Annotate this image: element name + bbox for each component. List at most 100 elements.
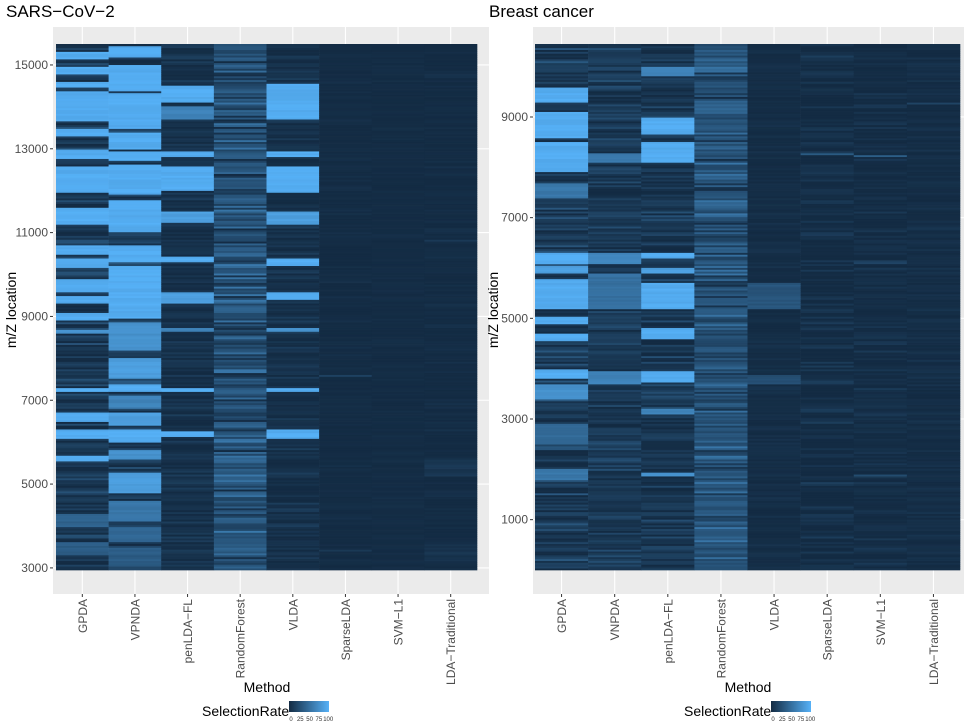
heatmap-cell — [424, 188, 478, 191]
heatmap-cell — [906, 564, 961, 567]
heatmap-cell — [641, 361, 695, 364]
heatmap-cell — [213, 201, 267, 205]
heatmap-cell — [424, 261, 478, 265]
heatmap-cell — [108, 55, 162, 58]
heatmap-cell — [800, 119, 855, 122]
heatmap-cell — [266, 554, 320, 558]
heatmap-cell — [800, 327, 855, 330]
heatmap-cell — [266, 167, 320, 171]
heatmap-cell — [266, 515, 320, 518]
heatmap-cell — [694, 451, 748, 454]
heatmap-cell — [213, 224, 267, 227]
heatmap-cell — [108, 186, 162, 189]
heatmap-cell — [641, 188, 695, 191]
heatmap-cell — [56, 278, 109, 282]
heatmap-cell — [371, 372, 425, 375]
heatmap-cell — [694, 530, 748, 533]
heatmap-cell — [853, 226, 908, 229]
heatmap-cell — [56, 504, 109, 507]
heatmap-cell — [161, 258, 215, 261]
heatmap-cell — [641, 432, 695, 436]
heatmap-cell — [319, 175, 373, 178]
heatmap-cell — [266, 322, 320, 325]
heatmap-cell — [694, 365, 748, 368]
heatmap-cell — [641, 400, 695, 404]
heatmap-cell — [588, 98, 642, 101]
heatmap-cell — [266, 275, 320, 278]
heatmap-cell — [213, 350, 267, 353]
heatmap-cell — [424, 158, 478, 161]
heatmap-cell — [108, 179, 162, 182]
heatmap-cell — [641, 367, 695, 370]
heatmap-cell — [800, 397, 855, 400]
heatmap-cell — [319, 167, 373, 171]
heatmap-cell — [161, 85, 215, 88]
heatmap-cell — [213, 79, 267, 82]
heatmap-cell — [319, 190, 373, 193]
heatmap-cell — [853, 406, 908, 409]
heatmap-cell — [641, 179, 695, 182]
heatmap-cell — [588, 273, 642, 276]
heatmap-cell — [535, 121, 589, 124]
heatmap-cell — [641, 342, 695, 345]
heatmap-cell — [641, 239, 695, 242]
heatmap-cell — [213, 273, 267, 276]
heatmap-cell — [588, 156, 642, 159]
heatmap-cell — [694, 151, 748, 154]
heatmap-cell — [56, 419, 109, 422]
heatmap-cell — [108, 167, 162, 171]
heatmap-cell — [266, 183, 320, 186]
heatmap-cell — [56, 323, 109, 327]
heatmap-cell — [424, 183, 478, 186]
heatmap-cell — [56, 498, 109, 501]
heatmap-cell — [747, 297, 801, 300]
heatmap-cell — [213, 151, 267, 154]
heatmap-cell — [694, 156, 748, 159]
heatmap-cell — [853, 179, 908, 182]
heatmap-cell — [371, 538, 425, 541]
heatmap-cell — [371, 203, 425, 206]
heatmap-cell — [853, 175, 908, 178]
heatmap-cell — [371, 402, 425, 406]
heatmap-cell — [319, 213, 373, 216]
heatmap-cell — [213, 481, 267, 484]
heatmap-cell — [371, 521, 425, 524]
heatmap-cell — [161, 53, 215, 56]
heatmap-cell — [588, 549, 642, 552]
heatmap-cell — [319, 340, 373, 344]
heatmap-cell — [319, 70, 373, 73]
heatmap-cell — [747, 177, 801, 180]
heatmap-cell — [266, 184, 320, 188]
heatmap-cell — [266, 55, 320, 58]
heatmap-column — [694, 44, 748, 571]
heatmap-cell — [641, 365, 695, 368]
heatmap-cell — [108, 560, 162, 563]
heatmap-cell — [906, 307, 961, 310]
heatmap-cell — [56, 338, 109, 342]
heatmap-cell — [424, 64, 478, 67]
heatmap-cell — [371, 353, 425, 357]
heatmap-cell — [161, 320, 215, 323]
heatmap-cell — [371, 213, 425, 216]
heatmap-cell — [319, 141, 373, 144]
heatmap-cell — [56, 293, 109, 297]
heatmap-cell — [424, 451, 478, 454]
heatmap-cell — [161, 278, 215, 282]
heatmap-cell — [56, 152, 109, 156]
heatmap-cell — [800, 320, 855, 323]
heatmap-cell — [108, 115, 162, 118]
heatmap-cell — [694, 461, 748, 464]
heatmap-cell — [906, 228, 961, 231]
heatmap-cell — [641, 494, 695, 498]
heatmap-cell — [641, 218, 695, 221]
heatmap-cell — [747, 541, 801, 545]
heatmap-cell — [266, 462, 320, 466]
heatmap-cell — [56, 417, 109, 421]
heatmap-cell — [371, 190, 425, 193]
heatmap-cell — [747, 109, 801, 112]
heatmap-cell — [800, 545, 855, 548]
heatmap-cell — [56, 316, 109, 319]
heatmap-cell — [371, 400, 425, 404]
heatmap-cell — [535, 479, 589, 483]
heatmap-cell — [800, 134, 855, 137]
